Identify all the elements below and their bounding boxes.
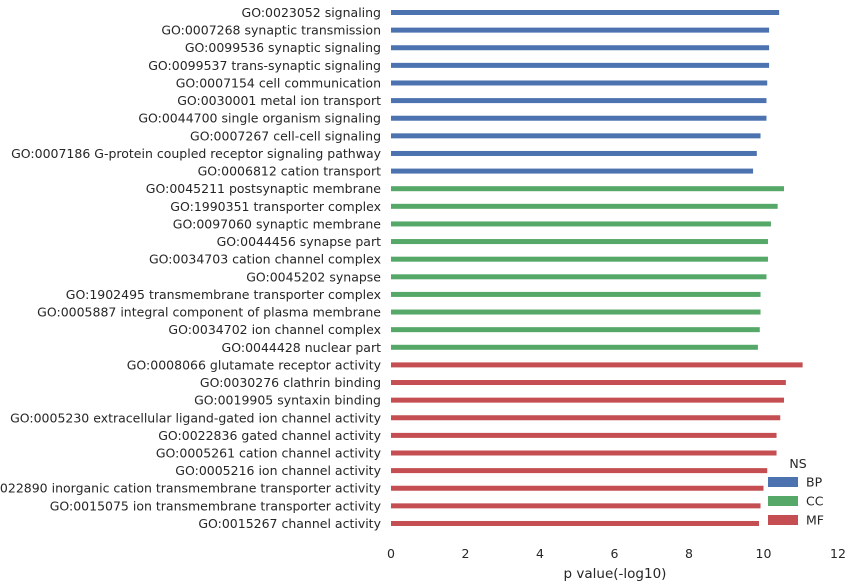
bar-mf-22 <box>391 397 784 403</box>
x-tick-label: 0 <box>387 546 395 561</box>
bar-bp-3 <box>391 62 770 68</box>
bar-mf-25 <box>391 450 777 456</box>
bar-cc-16 <box>391 291 761 297</box>
category-label: GO:0044456 synapse part <box>217 234 381 249</box>
category-label: GO:0023052 signaling <box>242 5 381 20</box>
bar-bp-1 <box>391 27 770 33</box>
category-label: GO:0030001 metal ion transport <box>177 93 381 108</box>
bars-layer <box>391 10 803 526</box>
bar-cc-17 <box>391 309 761 315</box>
bar-cc-11 <box>391 203 778 209</box>
category-label: GO:0099537 trans-synaptic signaling <box>148 58 381 73</box>
category-label: GO:0034703 cation channel complex <box>149 252 381 267</box>
bar-bp-5 <box>391 98 767 104</box>
x-tick-label: 4 <box>536 546 544 561</box>
legend-label-mf: MF <box>806 513 824 528</box>
bar-cc-13 <box>391 239 768 245</box>
category-label: GO:0008066 glutamate receptor activity <box>127 357 382 372</box>
bar-cc-10 <box>391 186 784 192</box>
category-label: GO:0005230 extracellular ligand-gated io… <box>10 410 382 425</box>
legend-swatch-bp <box>768 477 798 487</box>
bar-cc-12 <box>391 221 771 227</box>
bar-mf-20 <box>391 362 803 368</box>
category-label: GO:0034702 ion channel complex <box>168 322 381 337</box>
category-label: GO:0045202 synapse <box>246 269 381 284</box>
bar-mf-26 <box>391 468 768 474</box>
category-label: GO:0022890 inorganic cation transmembran… <box>0 481 382 496</box>
category-label: GO:0005216 ion channel activity <box>175 463 381 478</box>
category-label: GO:0007186 G-protein coupled receptor si… <box>11 146 382 161</box>
category-label: GO:0007267 cell-cell signaling <box>190 128 381 143</box>
bar-cc-18 <box>391 327 760 333</box>
x-tick-label: 12 <box>830 546 846 561</box>
x-tick-label: 2 <box>462 546 470 561</box>
category-label: GO:0045211 postsynaptic membrane <box>146 181 382 196</box>
bar-mf-21 <box>391 380 786 386</box>
category-label: GO:0044700 single organism signaling <box>138 111 381 126</box>
bar-bp-0 <box>391 10 780 15</box>
category-label: GO:0015267 channel activity <box>198 516 381 531</box>
bar-bp-2 <box>391 45 770 51</box>
legend-label-cc: CC <box>806 494 824 509</box>
bar-bp-4 <box>391 80 768 86</box>
category-label: GO:0007154 cell communication <box>176 75 381 90</box>
category-label: GO:0015075 ion transmembrane transporter… <box>50 498 382 513</box>
bar-bp-8 <box>391 150 757 156</box>
x-tick-label: 10 <box>756 546 772 561</box>
category-label: GO:0005887 integral component of plasma … <box>37 305 381 320</box>
legend-swatch-mf <box>768 515 798 525</box>
category-label: GO:0030276 clathrin binding <box>200 375 381 390</box>
legend-title: NS <box>789 456 806 471</box>
bar-bp-9 <box>391 168 754 174</box>
category-label: GO:0006812 cation transport <box>198 164 381 179</box>
bar-cc-15 <box>391 274 767 280</box>
category-label: GO:0007268 synaptic transmission <box>161 23 381 38</box>
category-labels: GO:0023052 signaling GO:0007268 synaptic … <box>0 5 382 531</box>
category-label: GO:0097060 synaptic membrane <box>173 216 382 231</box>
category-label: GO:0022836 gated channel activity <box>158 428 381 443</box>
category-label: GO:0019905 syntaxin binding <box>194 393 381 408</box>
bar-mf-29 <box>391 520 760 526</box>
legend-label-bp: BP <box>806 475 823 490</box>
bar-mf-23 <box>391 415 781 421</box>
category-label: GO:0099536 synaptic signaling <box>185 40 381 55</box>
bar-bp-7 <box>391 133 761 139</box>
bar-bp-6 <box>391 115 767 121</box>
category-label: GO:1990351 transporter complex <box>170 199 381 214</box>
category-label: GO:0005261 cation channel activity <box>156 446 382 461</box>
category-label: GO:0044428 nuclear part <box>222 340 382 355</box>
bar-mf-28 <box>391 503 761 509</box>
category-label: GO:1902495 transmembrane transporter com… <box>66 287 381 302</box>
bar-mf-27 <box>391 485 764 491</box>
legend: NS BP CC MF <box>768 456 824 528</box>
legend-swatch-cc <box>768 496 798 506</box>
x-tick-label: 6 <box>611 546 619 561</box>
x-axis-label: p value(-log10) <box>564 566 667 582</box>
x-axis: 0 2 4 6 8 10 12 <box>387 546 846 561</box>
x-tick-label: 8 <box>685 546 693 561</box>
bar-mf-24 <box>391 432 777 438</box>
bar-cc-14 <box>391 256 768 262</box>
bar-cc-19 <box>391 344 758 350</box>
